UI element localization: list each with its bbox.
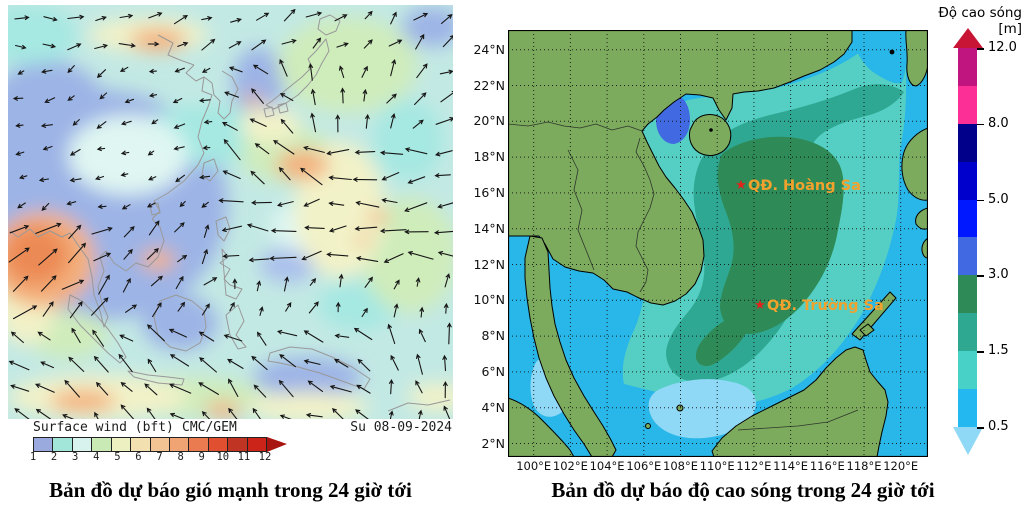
lat-label: 14°N [473,220,505,236]
wind-scale-segment [189,438,209,451]
wave-colorbar-tick-label: 1.5 [988,343,1009,359]
wave-scale-segment [958,161,977,200]
lat-label: 10°N [473,292,505,308]
wind-scale-tick: 11 [237,451,251,463]
wind-scale-tick: 5 [114,451,121,463]
coastlines [9,14,451,412]
wind-scale-segment [131,438,151,451]
lon-label: 100°E [516,459,552,473]
wind-scale-segment [53,438,73,451]
wind-scale-segment [111,438,132,451]
wind-colorbar-ticks: 1 2 3 4 5 6 7 8 9 10 11 12 [29,451,271,463]
ne-cyan-patch [853,33,907,84]
lon-label: 118°E [846,459,882,473]
lat-label: 6°N [481,363,505,379]
wave-colorbar-tick-label: 8.0 [988,115,1009,131]
wind-scale-segment [208,438,229,451]
wind-scale-tick: 7 [156,451,163,463]
lat-label: 8°N [481,328,505,344]
lon-label: 110°E [699,459,735,473]
wind-legend-label: Surface wind (bft) [33,420,174,435]
island-label: QĐ. Hoàng Sa [748,178,861,194]
wave-scale-segment [958,275,977,314]
lat-label: 12°N [473,256,505,272]
wave-colorbar-bottom-arrow [953,427,983,455]
lon-label: 116°E [809,459,845,473]
wind-scale-segment [92,438,112,451]
red-star-icon: ★ [735,178,747,193]
wave-colorbar-tickmark [977,48,984,50]
wave-colorbar-tick-label: 12.0 [988,40,1017,55]
lon-label: 114°E [773,459,809,473]
wind-scale-tick: 9 [198,451,205,463]
wind-scale-tick: 3 [72,451,79,463]
wave-scale-segment [958,351,977,390]
wind-scale-tick: 10 [216,451,230,463]
wave-colorbar-tick-label: 5.0 [988,191,1009,207]
wave-colorbar-tickmark [977,427,984,429]
lat-label: 24°N [473,41,505,57]
lat-label: 20°N [473,113,505,129]
lon-label: 108°E [663,459,698,473]
lat-label: 16°N [473,184,505,200]
wind-scale-tick: 8 [177,451,184,463]
wind-scale-segment [247,438,267,451]
wave-colorbar-tickmark [977,275,984,277]
wave-colorbar-tick-label: 3.0 [988,267,1009,283]
wind-beaufort-colorbar [33,437,267,452]
lat-label: 4°N [481,399,505,415]
map-frame [508,30,928,457]
wind-scale-segment [150,438,170,451]
sea-core-green [717,136,844,334]
wind-model-label: CMC/GEM [182,420,237,435]
wave-scale-segment [958,199,977,238]
wave-colorbar-tickmark [977,123,984,126]
wave-scale-segment [958,123,977,162]
wave-colorbar-title: Độ cao sóng [m] [938,5,1022,37]
lon-label: 104°E [589,459,625,473]
island-label: QĐ. Trường Sa [767,298,884,314]
sea-core-green-tongue [695,316,748,366]
lon-label: 120°E [883,459,919,473]
wave-colorbar-tickmark [977,199,984,202]
wind-scale-tick: 12 [258,451,272,463]
wind-map-caption: Bản đồ dự báo gió mạnh trong 24 giờ tới [49,478,412,502]
wind-scale-tick: 1 [29,451,37,463]
lon-label: 102°E [552,459,588,473]
wind-speed-shading [8,5,453,419]
wave-map-image: ★ QĐ. Hoàng Sa★ QĐ. Trường Sa [508,30,928,457]
red-star-icon: ★ [754,298,766,313]
wind-scale-segment [72,438,93,451]
wind-scale-segment [228,438,248,451]
wind-map-image [8,5,453,419]
wave-scale-segment [958,389,977,427]
wind-barb-arrows [8,8,453,419]
wave-scale-segment [958,237,977,276]
wave-scale-segment [958,85,977,124]
wave-colorbar-tickmark [977,351,984,353]
wave-colorbar [958,48,977,427]
island-markers: ★ QĐ. Hoàng Sa★ QĐ. Trường Sa [735,178,884,314]
wind-scale-segment [169,438,190,451]
forecast-date-label: Su 08-09-2024 [350,420,452,435]
wind-colorbar-arrow [267,437,287,452]
wave-scale-segment [958,313,977,352]
lat-label: 18°N [473,149,505,165]
wind-scale-segment [34,438,54,451]
lat-label: 2°N [481,435,505,451]
wave-scale-segment [958,48,977,86]
sea-light-south [648,379,756,439]
lat-label: 22°N [473,77,505,93]
wind-scale-tick: 6 [135,451,142,463]
wind-scale-tick: 4 [93,451,100,463]
lon-label: 106°E [626,459,662,473]
wind-scale-tick: 2 [50,451,58,463]
wave-colorbar-top-arrow [953,28,983,48]
city-dots [709,49,895,132]
land-masses [508,30,928,457]
wave-map-caption: Bản đồ dự báo độ cao sóng trong 24 giờ t… [551,478,935,502]
lon-label: 112°E [736,459,772,473]
wave-colorbar-tick-label: 0.5 [988,419,1009,434]
